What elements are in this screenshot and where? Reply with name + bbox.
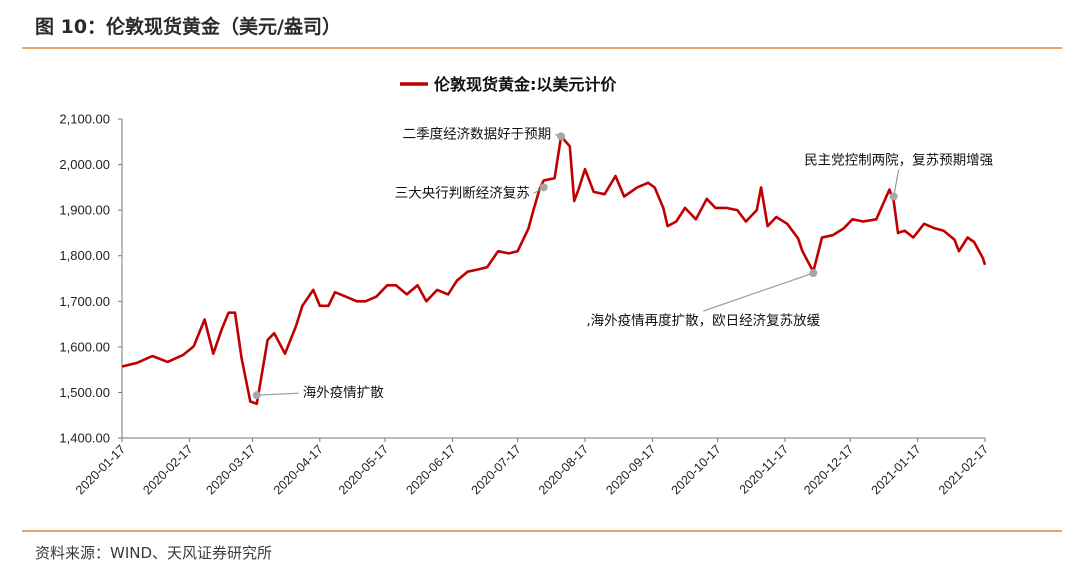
footer-divider: [22, 530, 1062, 532]
series-line: [121, 135, 987, 406]
y-tick-label: 1,900.00: [59, 203, 110, 218]
x-tick-label: 2021-01-17: [869, 442, 924, 497]
x-tick-label: 2020-12-17: [801, 442, 856, 497]
annotation-marker: [809, 269, 818, 278]
annotation-marker: [557, 132, 566, 141]
chart-axes: 1,400.00 1,500.00 1,600.00 1,700.00 1,800.00…: [59, 112, 991, 498]
x-tick-label: 2020-09-17: [603, 442, 658, 497]
y-tick-label: 1,400.00: [59, 431, 110, 446]
x-tick-label: 2020-10-17: [669, 442, 724, 497]
x-tick-label: 2020-04-17: [271, 442, 326, 497]
annotation-leader: [256, 392, 299, 396]
x-tick-label: 2021-02-17: [936, 442, 991, 497]
annotation-label: 民主党控制两院，复苏预期增强: [804, 151, 993, 168]
x-tick-label: 2020-11-17: [737, 442, 791, 496]
annotation-label: ,海外疫情再度扩散，欧日经济复苏放缓: [586, 312, 820, 329]
x-tick-label: 2020-01-17: [73, 442, 128, 497]
source-note: 资料来源：WIND、天风证券研究所: [35, 544, 273, 562]
annotation-label: 三大央行判断经济复苏: [395, 184, 530, 201]
annotation-marker: [889, 192, 898, 201]
y-tick-label: 2,000.00: [59, 157, 110, 172]
legend-label: 伦敦现货黄金:以美元计价: [434, 75, 617, 94]
x-tick-label: 2020-03-17: [203, 442, 258, 497]
x-tick-label: 2020-08-17: [536, 442, 591, 497]
annotation-leader: [893, 169, 900, 197]
chart-legend: 伦敦现货黄金:以美元计价: [400, 75, 617, 94]
y-tick-label: 2,100.00: [59, 112, 110, 127]
figure-title: 图 10：伦敦现货黄金（美元/盎司）: [35, 16, 341, 38]
x-tick-label: 2020-05-17: [336, 442, 391, 497]
annotation-marker: [252, 391, 261, 400]
annotation-leader: [703, 272, 814, 312]
y-tick-label: 1,800.00: [59, 248, 110, 263]
annotation-label: 二季度经济数据好于预期: [403, 126, 552, 142]
header-divider: [22, 47, 1062, 49]
annotation-marker: [539, 183, 548, 192]
y-tick-label: 1,700.00: [59, 294, 110, 309]
annotation-label: 海外疫情扩散: [303, 385, 384, 401]
x-tick-label: 2020-02-17: [140, 442, 195, 497]
x-tick-label: 2020-07-17: [469, 442, 524, 497]
x-tick-label: 2020-06-17: [403, 442, 458, 497]
gold-price-chart: 伦敦现货黄金:以美元计价 1,400.00 1,500.00 1,600.00 1,7…: [59, 75, 994, 498]
y-tick-label: 1,600.00: [59, 339, 110, 354]
y-tick-label: 1,500.00: [59, 385, 110, 400]
series-group: [121, 135, 987, 406]
